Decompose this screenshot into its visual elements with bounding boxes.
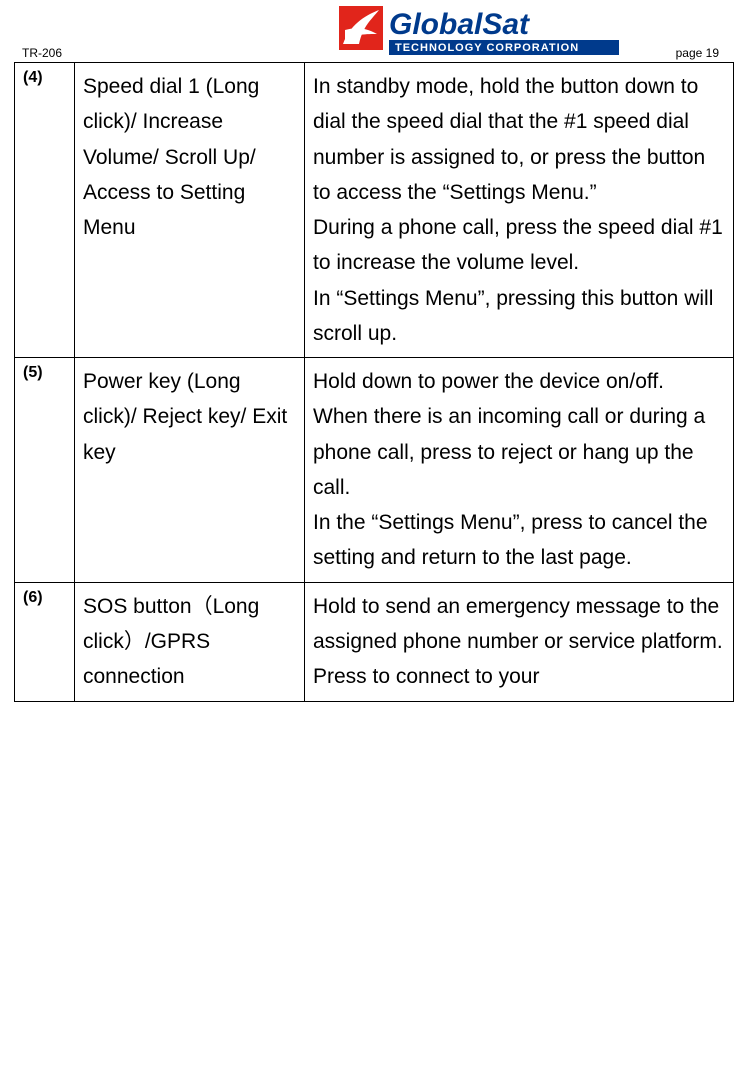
brand-logo: GlobalSat TECHNOLOGY CORPORATION: [339, 4, 639, 58]
cell-description: Hold down to power the device on/off.Whe…: [305, 358, 734, 583]
cell-name: Power key (Long click)/ Reject key/ Exit…: [75, 358, 305, 583]
page-container: TR-206 GlobalSat TECHNOLOGY CORPORATION …: [0, 0, 735, 702]
cell-number: (4): [15, 63, 75, 358]
cell-number: (5): [15, 358, 75, 583]
button-reference-table: (4) Speed dial 1 (Long click)/ Increase …: [14, 62, 734, 702]
cell-name: Speed dial 1 (Long click)/ Increase Volu…: [75, 63, 305, 358]
globalsat-logo-icon: GlobalSat TECHNOLOGY CORPORATION: [339, 4, 639, 58]
logo-brand-text: GlobalSat: [389, 8, 531, 41]
table-body: (4) Speed dial 1 (Long click)/ Increase …: [15, 63, 734, 702]
page-header: TR-206 GlobalSat TECHNOLOGY CORPORATION …: [0, 0, 735, 62]
cell-description: Hold to send an emergency message to the…: [305, 582, 734, 701]
cell-name: SOS button（Long click）/GPRS connection: [75, 582, 305, 701]
page-number: page 19: [676, 46, 719, 60]
table-row: (5) Power key (Long click)/ Reject key/ …: [15, 358, 734, 583]
cell-number: (6): [15, 582, 75, 701]
logo-sub-text: TECHNOLOGY CORPORATION: [395, 42, 579, 54]
document-id: TR-206: [22, 46, 62, 60]
cell-description: In standby mode, hold the button down to…: [305, 63, 734, 358]
table-row: (4) Speed dial 1 (Long click)/ Increase …: [15, 63, 734, 358]
table-row: (6) SOS button（Long click）/GPRS connecti…: [15, 582, 734, 701]
